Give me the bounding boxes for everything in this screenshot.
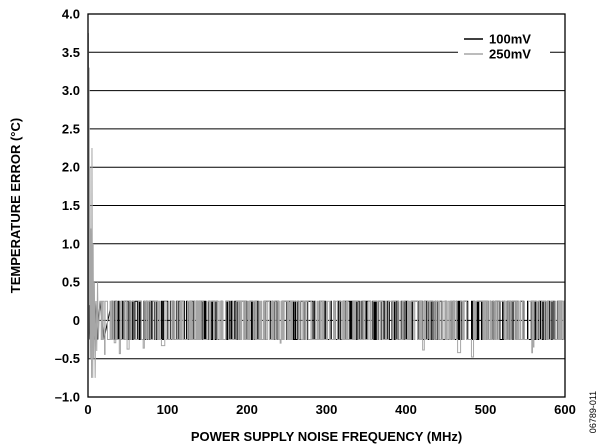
y-axis-tick-labels: –1.0 –0.5 0 0.5 1.0 1.5 2.0 2.5 3.0 3.5 4.0 <box>55 7 80 405</box>
plot-frame <box>87 13 566 398</box>
y-tick-label: 2.0 <box>62 160 80 175</box>
y-tick-label: 0 <box>73 313 80 328</box>
x-tick-label: 200 <box>236 402 258 417</box>
legend: 100mV 250mV <box>458 28 550 62</box>
x-tick-label: 0 <box>84 402 91 417</box>
y-tick-label: 0.5 <box>62 275 80 290</box>
x-axis-title: POWER SUPPLY NOISE FREQUENCY (MHz) <box>191 429 462 444</box>
series-250mv <box>87 33 566 378</box>
y-tick-label: 3.5 <box>62 45 80 60</box>
figure-id: 06789-011 <box>588 391 598 433</box>
legend-label-100mv: 100mV <box>489 32 531 47</box>
x-axis-tick-labels: 0 100 200 300 400 500 600 <box>84 402 575 417</box>
y-tick-label: 1.5 <box>62 198 80 213</box>
y-tick-label: 1.0 <box>62 236 80 251</box>
y-axis-title: TEMPERATURE ERROR (°C) <box>8 118 23 293</box>
legend-label-250mv: 250mV <box>489 47 531 62</box>
y-tick-label: –0.5 <box>55 351 80 366</box>
series-line-250mv <box>87 33 566 378</box>
x-tick-label: 100 <box>157 402 179 417</box>
y-tick-label: 2.5 <box>62 121 80 136</box>
y-tick-label: 4.0 <box>62 7 80 22</box>
x-tick-label: 600 <box>554 402 576 417</box>
series-layer <box>87 33 566 378</box>
x-tick-label: 400 <box>395 402 417 417</box>
y-tick-label: –1.0 <box>55 390 80 405</box>
x-tick-label: 300 <box>316 402 338 417</box>
x-tick-label: 500 <box>475 402 497 417</box>
y-tick-label: 3.0 <box>62 83 80 98</box>
